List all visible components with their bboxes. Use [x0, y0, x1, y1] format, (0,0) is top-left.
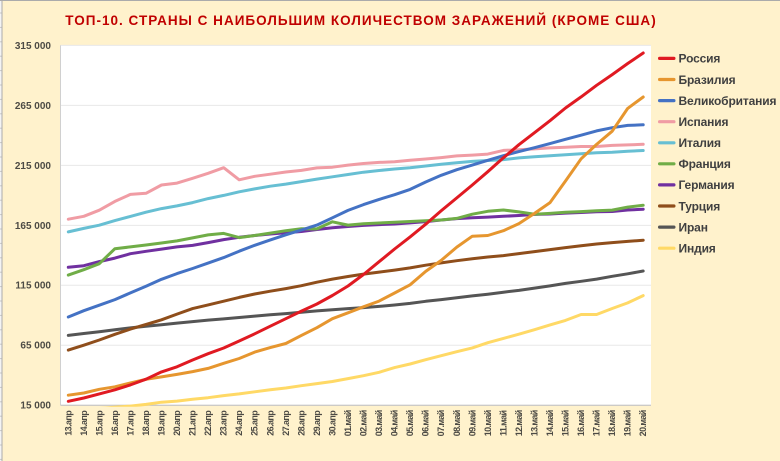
svg-text:12.май: 12.май: [514, 410, 524, 436]
svg-text:15.май: 15.май: [561, 410, 571, 436]
svg-text:15.апр: 15.апр: [94, 410, 104, 436]
svg-text:65 000: 65 000: [20, 341, 51, 352]
svg-text:215 000: 215 000: [15, 161, 52, 172]
svg-text:Иран: Иран: [679, 220, 708, 234]
svg-text:Индия: Индия: [679, 242, 716, 256]
svg-text:29.апр: 29.апр: [312, 410, 322, 436]
svg-text:08.май: 08.май: [452, 410, 462, 436]
svg-text:Россия: Россия: [679, 52, 721, 66]
svg-text:Турция: Турция: [679, 199, 721, 213]
svg-text:Германия: Германия: [679, 178, 735, 192]
svg-text:07.май: 07.май: [436, 410, 446, 436]
svg-text:04.май: 04.май: [390, 410, 400, 436]
svg-text:18.апр: 18.апр: [141, 410, 151, 436]
svg-text:315 000: 315 000: [15, 41, 52, 52]
svg-text:23.апр: 23.апр: [219, 410, 229, 436]
svg-text:19.май: 19.май: [623, 410, 633, 436]
svg-text:02.май: 02.май: [359, 410, 369, 436]
svg-text:14.апр: 14.апр: [79, 410, 89, 436]
svg-text:Франция: Франция: [679, 157, 731, 171]
svg-text:26.апр: 26.апр: [265, 410, 275, 436]
svg-text:19.апр: 19.апр: [157, 410, 167, 436]
svg-text:06.май: 06.май: [421, 410, 431, 436]
svg-text:22.апр: 22.апр: [203, 410, 213, 436]
svg-text:09.май: 09.май: [467, 410, 477, 436]
svg-text:13.май: 13.май: [530, 410, 540, 436]
svg-text:13.апр: 13.апр: [63, 410, 73, 436]
svg-text:16.апр: 16.апр: [110, 410, 120, 436]
svg-text:Великобритания: Великобритания: [679, 94, 777, 108]
svg-text:24.апр: 24.апр: [234, 410, 244, 436]
svg-text:01.май: 01.май: [343, 410, 353, 436]
svg-text:10.май: 10.май: [483, 410, 493, 436]
svg-text:16.май: 16.май: [576, 410, 586, 436]
svg-text:17.апр: 17.апр: [125, 410, 135, 436]
svg-text:14.май: 14.май: [545, 410, 555, 436]
svg-text:20.май: 20.май: [638, 410, 648, 436]
svg-text:27.апр: 27.апр: [281, 410, 291, 436]
svg-text:11.май: 11.май: [498, 410, 508, 436]
svg-text:Испания: Испания: [679, 115, 729, 129]
svg-text:15 000: 15 000: [20, 401, 51, 412]
svg-text:115 000: 115 000: [15, 281, 51, 292]
svg-text:05.май: 05.май: [405, 410, 415, 436]
svg-text:Бразилия: Бразилия: [679, 73, 736, 87]
svg-text:28.апр: 28.апр: [296, 410, 306, 436]
svg-text:03.май: 03.май: [374, 410, 384, 436]
svg-text:25.апр: 25.апр: [250, 410, 260, 436]
svg-text:21.апр: 21.апр: [188, 410, 198, 436]
svg-text:165 000: 165 000: [15, 221, 52, 232]
svg-text:ТОП-10. СТРАНЫ С НАИБОЛЬШИМ КО: ТОП-10. СТРАНЫ С НАИБОЛЬШИМ КОЛИЧЕСТВОМ …: [65, 13, 656, 28]
svg-text:18.май: 18.май: [607, 410, 617, 436]
svg-text:17.май: 17.май: [592, 410, 602, 436]
svg-text:20.апр: 20.апр: [172, 410, 182, 436]
svg-text:30.апр: 30.апр: [327, 410, 337, 436]
svg-text:265 000: 265 000: [15, 101, 52, 112]
svg-text:Италия: Италия: [679, 136, 721, 150]
